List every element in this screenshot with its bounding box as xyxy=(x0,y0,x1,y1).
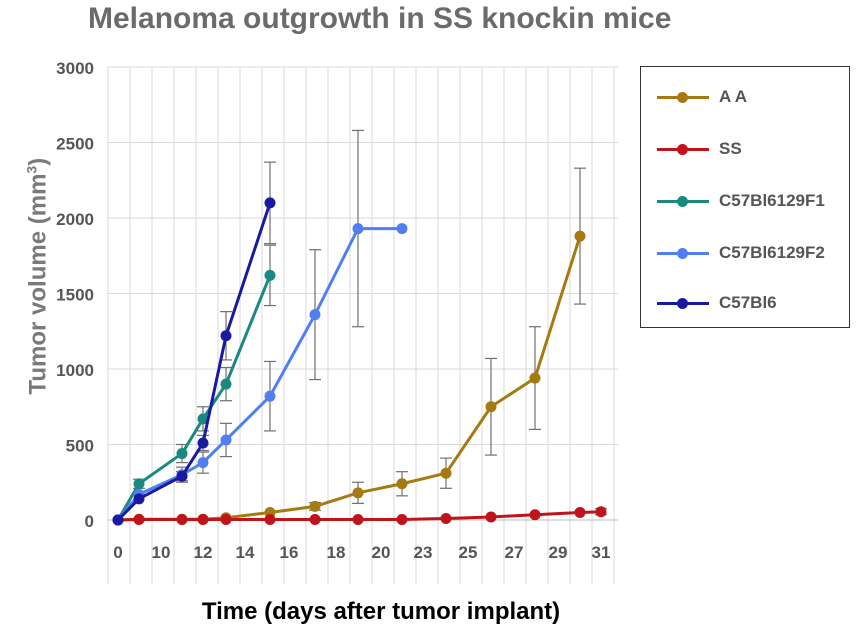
y-tick-label: 3000 xyxy=(56,59,94,78)
legend-label: SS xyxy=(719,139,742,159)
legend-item-AA: A A xyxy=(657,83,747,111)
x-tick-label: 18 xyxy=(327,543,346,562)
x-tick-label: 27 xyxy=(505,543,524,562)
data-point-AA xyxy=(310,501,321,512)
y-tick-label: 500 xyxy=(66,437,94,456)
x-tick-label: 20 xyxy=(372,543,391,562)
y-tick-label: 0 xyxy=(85,512,94,531)
legend-swatch xyxy=(657,194,709,208)
x-tick-label: 16 xyxy=(280,543,299,562)
legend-item-SS: SS xyxy=(657,135,742,163)
data-point-SS xyxy=(198,514,209,525)
data-point-AA xyxy=(441,468,452,479)
y-tick-label: 2500 xyxy=(56,135,94,154)
legend-item-C57Bl6129F1: C57Bl6129F1 xyxy=(657,187,825,215)
data-point-C57Bl6129F1 xyxy=(177,448,188,459)
data-point-C57Bl6 xyxy=(221,330,232,341)
x-tick-label: 12 xyxy=(194,543,213,562)
series-line-C57Bl6129F2 xyxy=(118,229,402,520)
legend-item-C57Bl6: C57Bl6 xyxy=(657,289,777,317)
data-point-AA xyxy=(530,373,541,384)
data-point-C57Bl6129F2 xyxy=(221,434,232,445)
legend-swatch xyxy=(657,142,709,156)
data-point-C57Bl6129F2 xyxy=(353,223,364,234)
data-point-C57Bl6129F2 xyxy=(265,391,276,402)
data-point-C57Bl6129F2 xyxy=(397,223,408,234)
legend-swatch xyxy=(657,90,709,104)
data-point-SS xyxy=(397,514,408,525)
data-point-C57Bl6129F1 xyxy=(221,379,232,390)
x-tick-label: 25 xyxy=(459,543,478,562)
data-point-AA xyxy=(353,487,364,498)
x-tick-label: 10 xyxy=(152,543,171,562)
data-point-C57Bl6 xyxy=(265,197,276,208)
data-point-SS xyxy=(575,507,586,518)
x-tick-label: 23 xyxy=(414,543,433,562)
data-point-SS xyxy=(596,506,607,517)
y-tick-label: 2000 xyxy=(56,210,94,229)
data-point-C57Bl6129F1 xyxy=(265,270,276,281)
legend-label: C57Bl6129F2 xyxy=(719,243,825,263)
data-point-AA xyxy=(486,401,497,412)
data-point-C57Bl6 xyxy=(113,515,124,526)
legend-swatch xyxy=(657,246,709,260)
data-point-SS xyxy=(310,514,321,525)
data-point-C57Bl6 xyxy=(177,471,188,482)
legend-item-C57Bl6129F2: C57Bl6129F2 xyxy=(657,239,825,267)
data-point-SS xyxy=(353,514,364,525)
x-tick-label: 14 xyxy=(236,543,255,562)
legend-label: C57Bl6 xyxy=(719,293,777,313)
x-tick-label: 31 xyxy=(592,543,611,562)
data-point-SS xyxy=(486,511,497,522)
data-point-C57Bl6 xyxy=(198,437,209,448)
data-point-SS xyxy=(530,509,541,520)
legend-label: A A xyxy=(719,87,747,107)
x-tick-label: 29 xyxy=(549,543,568,562)
data-point-C57Bl6 xyxy=(134,493,145,504)
legend: A A SS C57Bl6129F1 C57Bl6129F2 C57Bl6 xyxy=(640,66,850,328)
data-point-C57Bl6129F1 xyxy=(134,478,145,489)
legend-swatch xyxy=(657,296,709,310)
data-point-SS xyxy=(221,514,232,525)
x-tick-label: 0 xyxy=(113,543,122,562)
data-point-AA xyxy=(397,478,408,489)
series-line-C57Bl6 xyxy=(118,203,270,520)
data-point-SS xyxy=(134,514,145,525)
data-point-AA xyxy=(575,231,586,242)
legend-label: C57Bl6129F1 xyxy=(719,191,825,211)
data-point-SS xyxy=(177,514,188,525)
y-tick-label: 1000 xyxy=(56,361,94,380)
y-tick-label: 1500 xyxy=(56,286,94,305)
data-point-C57Bl6129F2 xyxy=(198,457,209,468)
data-point-SS xyxy=(265,514,276,525)
data-point-SS xyxy=(441,513,452,524)
data-point-C57Bl6129F2 xyxy=(310,309,321,320)
